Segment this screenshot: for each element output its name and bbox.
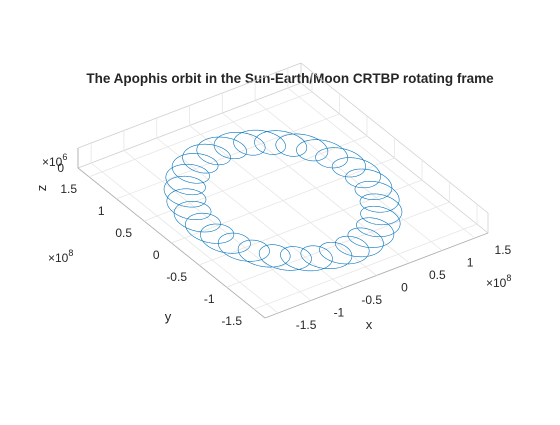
x-exponent-power: 8	[506, 273, 511, 283]
grid-line-y	[143, 135, 368, 222]
x-tick-label: -0.5	[361, 293, 382, 307]
grid-line-y	[198, 179, 423, 266]
x-tick-label: 1.5	[495, 243, 512, 257]
y-tick-label: 1.5	[60, 182, 77, 196]
tick-labels: -1.5 -1 -0.5 0 0.5 1 1.5 -1.5 -1 -0.5 0 0.5 1 1.5 0	[57, 161, 511, 332]
x-tick-label: -1.5	[296, 318, 317, 332]
x-tick-label: 1	[467, 256, 474, 270]
y-tick-label: 1	[98, 204, 105, 218]
z-axis-exponent: ×106	[42, 152, 67, 169]
x-exponent-base: ×10	[486, 276, 507, 290]
grid-line-y	[226, 201, 450, 288]
z-axis-label: z	[34, 185, 49, 192]
y-exponent-power: 8	[68, 248, 73, 258]
z-tick-label: 0	[57, 161, 64, 175]
x-axis-label: x	[366, 317, 373, 332]
y-axis-label: y	[165, 309, 172, 324]
orbit-series	[163, 129, 403, 272]
y-tick-label: -1.5	[221, 314, 242, 328]
y-tick-label: 0	[153, 248, 160, 262]
x-axis-exponent: ×108	[486, 273, 511, 290]
chart-title: The Apophis orbit in the Sun-Earth/Moon …	[86, 71, 494, 86]
grid-line-y	[171, 157, 395, 244]
x-tick-label: 0	[401, 281, 408, 295]
y-tick-label: 0.5	[115, 226, 132, 240]
grid-lines	[88, 68, 478, 314]
grid-line-y	[116, 113, 340, 200]
y-axis-exponent: ×108	[48, 248, 73, 265]
z-exponent-power: 6	[62, 152, 67, 162]
grid-line-y	[253, 223, 478, 310]
grid-line-y	[88, 91, 313, 178]
y-tick-label: -0.5	[166, 270, 187, 284]
z-exponent-base: ×10	[42, 155, 63, 169]
x-tick-label: 0.5	[429, 268, 446, 282]
orbit-line	[163, 129, 403, 272]
y-tick-label: -1	[204, 292, 215, 306]
y-exponent-base: ×10	[48, 251, 69, 265]
x-tick-label: -1	[334, 306, 345, 320]
